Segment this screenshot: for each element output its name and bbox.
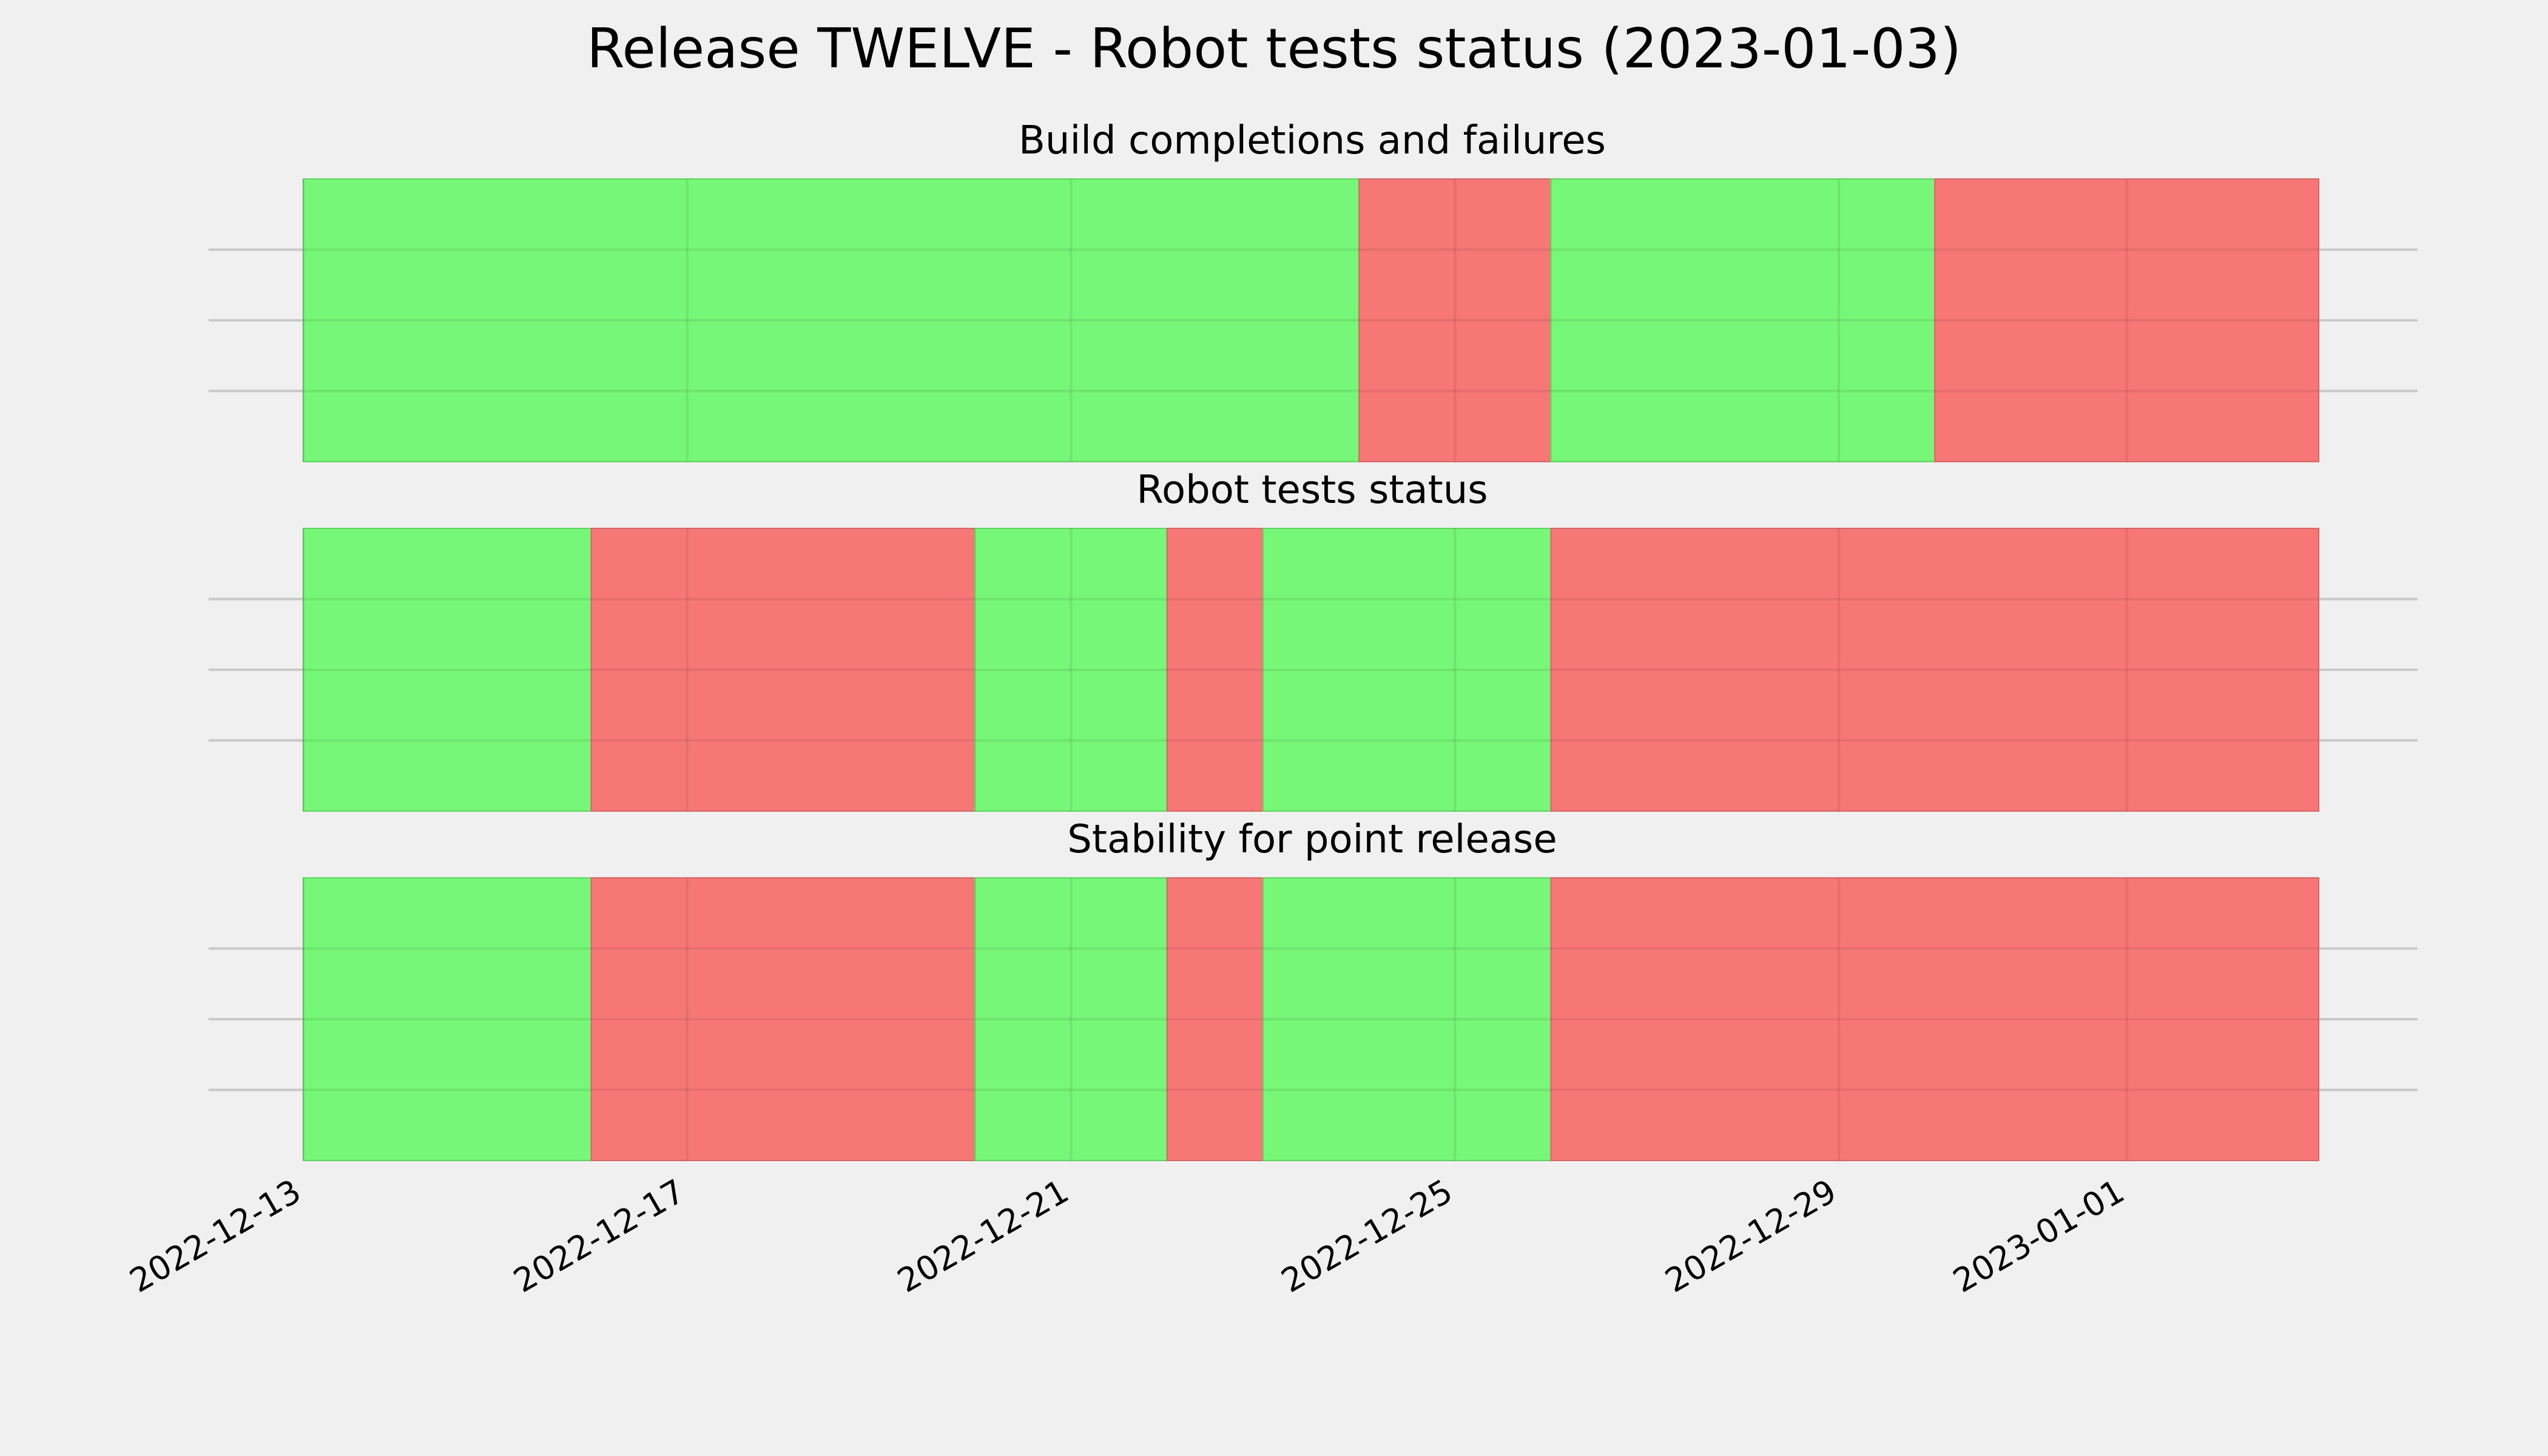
status-segment-fail bbox=[1166, 528, 1264, 812]
status-segment-fail bbox=[1166, 877, 1264, 1161]
chart-title: Release TWELVE - Robot tests status (202… bbox=[587, 17, 1961, 81]
status-segment-fail bbox=[1934, 178, 2319, 462]
status-segment-pass bbox=[974, 528, 1168, 812]
panel-title: Build completions and failures bbox=[1019, 118, 1606, 163]
panel-2: Robot tests status bbox=[209, 468, 2418, 812]
x-tick-label: 2023-01-01 bbox=[1947, 1172, 2131, 1300]
panel-3: Stability for point release bbox=[209, 817, 2418, 1161]
status-segment-fail bbox=[1550, 528, 2319, 812]
status-segment-pass bbox=[974, 877, 1168, 1161]
status-segment-pass bbox=[1262, 528, 1552, 812]
x-tick-label: 2022-12-17 bbox=[507, 1172, 691, 1300]
x-tick-label: 2022-12-21 bbox=[891, 1172, 1075, 1300]
status-segment-pass bbox=[303, 178, 1360, 462]
status-segment-fail bbox=[590, 528, 976, 812]
x-tick-label: 2022-12-25 bbox=[1275, 1172, 1459, 1300]
status-segment-fail bbox=[590, 877, 976, 1161]
status-segment-pass bbox=[1550, 178, 1936, 462]
x-tick-label: 2022-12-29 bbox=[1659, 1172, 1842, 1300]
panel-title: Robot tests status bbox=[1136, 468, 1488, 513]
status-segment-fail bbox=[1550, 877, 2319, 1161]
x-tick-label: 2022-12-13 bbox=[123, 1172, 307, 1300]
panel-title: Stability for point release bbox=[1067, 817, 1557, 862]
panel-1: Build completions and failures bbox=[209, 118, 2418, 462]
status-segment-pass bbox=[1262, 877, 1552, 1161]
status-segment-pass bbox=[303, 877, 592, 1161]
